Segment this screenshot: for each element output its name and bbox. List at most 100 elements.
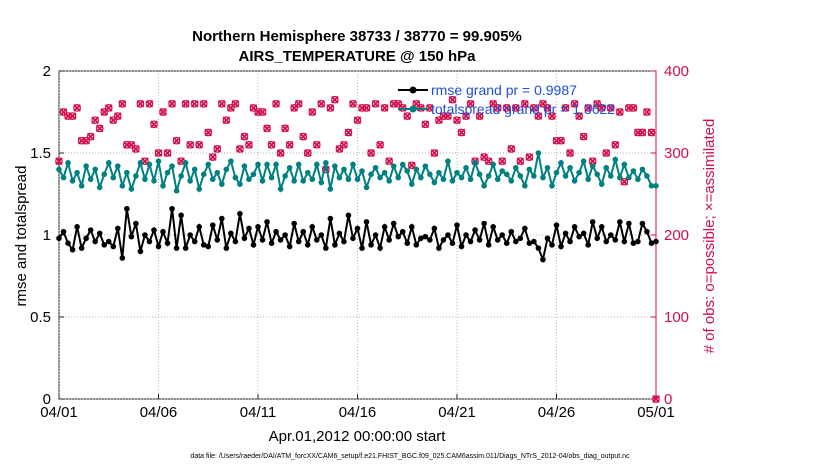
totalspread-point <box>105 160 112 166</box>
obs-possible-point <box>362 104 371 112</box>
totalspread-point <box>431 179 438 186</box>
totalspread-point <box>418 174 424 181</box>
rmse-point <box>390 220 397 227</box>
obs-assimilated-point <box>448 95 457 104</box>
totalspread-point <box>255 161 261 168</box>
obs-possible-point <box>638 128 647 137</box>
obs-possible-point <box>530 104 538 112</box>
y-tick-label: 0 <box>43 391 51 408</box>
obs-possible-point <box>389 99 398 108</box>
totalspread-point <box>630 168 637 174</box>
obs-possible-point <box>489 99 498 108</box>
obs-possible-point <box>453 116 461 125</box>
obs-assimilated-point <box>629 104 638 112</box>
totalspread-point <box>114 163 121 169</box>
legend-marker-spread <box>409 105 417 113</box>
totalspread-point <box>304 169 311 176</box>
obs-possible-point <box>294 99 303 108</box>
rmse-point <box>178 212 184 219</box>
rmse-point <box>142 232 148 238</box>
totalspread-point <box>264 161 270 168</box>
x-tick-label: 04/21 <box>438 404 476 421</box>
rmse-point <box>463 232 469 238</box>
obs-assimilated-point <box>543 104 552 112</box>
obs-possible-point <box>353 116 362 125</box>
rmse-point <box>92 238 98 245</box>
obs-possible-point <box>263 124 271 133</box>
rmse-point <box>445 232 451 238</box>
rmse-point <box>282 232 288 238</box>
totalspread-point <box>169 163 175 169</box>
obs-possible-point <box>168 99 176 108</box>
obs-possible-point <box>231 99 240 108</box>
rmse-point <box>56 235 62 242</box>
totalspread-point <box>101 171 108 178</box>
obs-assimilated-point <box>281 124 289 133</box>
totalspread-point <box>490 161 496 168</box>
totalspread-point <box>404 168 411 174</box>
rmse-point <box>191 238 198 245</box>
obs-possible-point <box>457 128 466 137</box>
obs-assimilated-point <box>163 149 172 157</box>
y-tick-label: 0.5 <box>30 309 51 326</box>
totalspread-point <box>639 166 646 173</box>
obs-assimilated-point <box>245 140 253 149</box>
obs-assimilated-point <box>602 149 611 157</box>
totalspread-point <box>209 176 216 183</box>
obs-possible-point <box>150 120 158 129</box>
rmse-point <box>200 242 207 248</box>
obs-possible-point <box>502 104 511 112</box>
obs-possible-point <box>240 132 249 141</box>
totalspread-point <box>327 186 334 192</box>
rmse-point <box>567 238 573 245</box>
totalspread-point <box>146 161 153 168</box>
rmse-point <box>476 237 483 243</box>
totalspread-point <box>522 183 528 189</box>
totalspread-point <box>472 160 478 166</box>
rmse-point <box>164 240 171 246</box>
totalspread-point <box>142 176 148 183</box>
totalspread-point <box>540 174 546 181</box>
obs-possible-point <box>109 116 118 125</box>
obs-possible-point <box>163 149 172 157</box>
totalspread-point <box>612 156 619 163</box>
totalspread-point <box>363 184 370 191</box>
obs-assimilated-point <box>222 116 231 125</box>
rmse-point <box>155 243 162 250</box>
obs-possible-point <box>498 157 507 166</box>
obs-possible-point <box>552 136 561 145</box>
obs-possible-point <box>439 112 448 120</box>
obs-possible-point <box>584 104 593 112</box>
totalspread-point <box>200 171 207 178</box>
rmse-point <box>431 225 438 232</box>
totalspread-point <box>648 183 655 189</box>
totalspread-point <box>268 174 275 181</box>
obs-possible-point <box>190 99 199 108</box>
totalspread-point <box>517 173 524 179</box>
obs-possible-point <box>95 124 104 133</box>
obs-assimilated-point <box>579 132 588 141</box>
obs-possible-point <box>290 104 299 112</box>
obs-assimilated-point <box>530 104 538 112</box>
totalspread-point <box>65 160 71 166</box>
x-tick-label: 05/01 <box>637 404 675 421</box>
totalspread-point <box>241 163 248 169</box>
obs-possible-point <box>122 140 131 149</box>
totalspread-point <box>368 171 374 178</box>
totalspread-point <box>87 176 94 183</box>
rmse-point <box>237 210 243 217</box>
obs-possible-point <box>643 108 651 116</box>
rmse-point <box>363 219 370 225</box>
obs-possible-point <box>421 120 430 129</box>
obs-assimilated-point <box>561 104 570 112</box>
obs-possible-point <box>340 140 348 149</box>
rmse-point <box>345 212 352 219</box>
rmse-point <box>454 222 460 228</box>
obs-assimilated-point <box>615 108 624 116</box>
totalspread-point <box>345 176 352 183</box>
rmse-point <box>187 232 193 238</box>
obs-possible-point <box>113 112 122 120</box>
obs-possible-point <box>525 153 534 161</box>
obs-possible-point <box>222 116 231 125</box>
obs-possible-point <box>435 116 443 125</box>
